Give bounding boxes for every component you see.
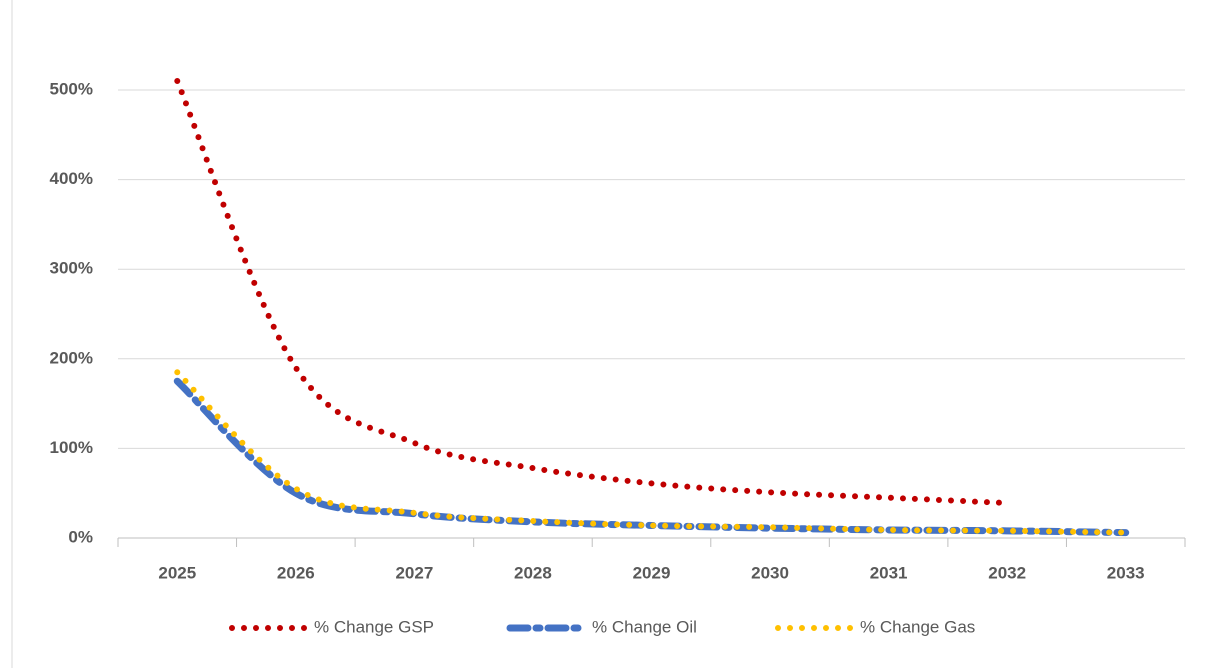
series-line: [174, 78, 1011, 507]
y-tick-label: 300%: [50, 259, 93, 278]
legend-text: % Change Gas: [860, 617, 975, 636]
x-tick-label: 2026: [277, 563, 315, 582]
series-line: [174, 369, 1129, 536]
y-tick-label: 400%: [50, 169, 93, 188]
x-tick-label: 2028: [514, 563, 552, 582]
x-tick-label: 2032: [988, 563, 1026, 582]
legend-text: % Change GSP: [314, 617, 434, 636]
x-tick-label: 2033: [1107, 563, 1145, 582]
x-tick-label: 2030: [751, 563, 789, 582]
y-tick-label: 100%: [50, 438, 93, 457]
y-tick-label: 0%: [68, 527, 93, 546]
series-line: [173, 377, 1130, 537]
x-tick-label: 2025: [158, 563, 196, 582]
x-tick-label: 2031: [870, 563, 908, 582]
legend-text: % Change Oil: [592, 617, 697, 636]
x-tick-label: 2029: [633, 563, 671, 582]
x-tick-label: 2027: [395, 563, 433, 582]
y-tick-label: 500%: [50, 79, 93, 98]
y-tick-label: 200%: [50, 348, 93, 367]
